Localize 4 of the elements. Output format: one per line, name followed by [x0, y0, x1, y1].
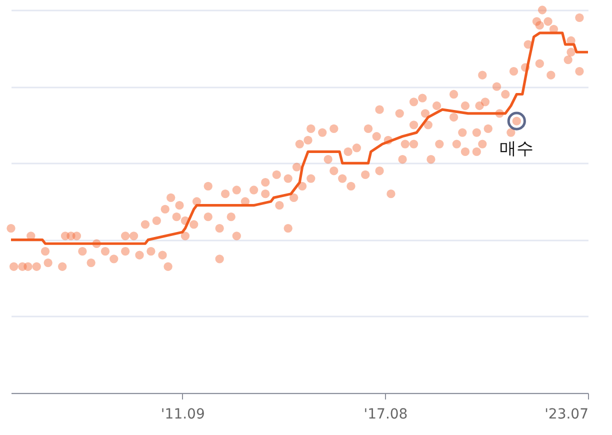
x-tick-label: '17.08	[364, 406, 408, 422]
annotation: 매수	[500, 139, 534, 160]
x-tick-label: '11.09	[160, 406, 205, 422]
x-tick-label: '23.07	[544, 406, 588, 422]
